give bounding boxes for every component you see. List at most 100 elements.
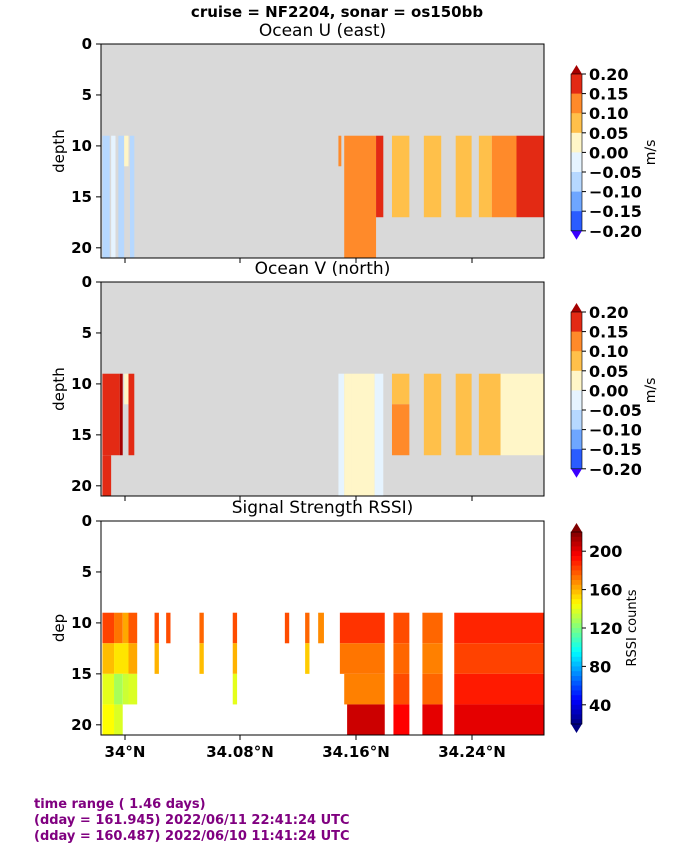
data-cell [376, 135, 384, 218]
colorbar-segment [571, 709, 582, 715]
data-cell [114, 643, 129, 674]
data-cell [102, 455, 112, 496]
colorbar-segment [571, 652, 582, 658]
data-cell [114, 673, 123, 705]
colorbar-tick-label: −0.05 [589, 163, 642, 182]
colorbar-segment [571, 637, 582, 643]
colorbar-label: RSSI counts [625, 589, 640, 666]
data-cell [114, 704, 123, 735]
colorbar-segment [571, 671, 582, 677]
axes-frame [100, 281, 545, 497]
colorbar-segment [571, 429, 582, 450]
colorbar-extend-min [571, 724, 582, 733]
data-cell [393, 673, 410, 705]
panel-title: Ocean U (east) [259, 21, 386, 41]
colorbar-tick-label: 0.10 [589, 342, 628, 361]
colorbar-tick-label: −0.20 [589, 460, 642, 479]
y-tick-label: 10 [71, 614, 92, 632]
colorbar-segment [571, 628, 582, 634]
colorbar-segment [571, 211, 582, 232]
colorbar-tick-label: 0.00 [589, 143, 628, 162]
data-cell [129, 135, 135, 258]
y-tick-label: 20 [71, 716, 92, 734]
data-cell [491, 135, 517, 218]
colorbar-tick-label: 0.05 [589, 124, 628, 143]
data-cell [102, 373, 120, 456]
data-cell [114, 612, 123, 644]
data-cell [454, 643, 544, 674]
time-range-label: time range ( 1.46 days) [34, 797, 206, 812]
data-cell [154, 612, 159, 644]
colorbar-tick-label: 120 [589, 619, 622, 638]
data-cell [154, 643, 159, 674]
data-cell [102, 643, 115, 674]
colorbar-tick-label: 200 [589, 542, 622, 561]
data-cell [339, 612, 385, 644]
data-cell [128, 373, 135, 456]
data-cell [128, 612, 138, 644]
data-cell [119, 373, 123, 456]
colorbar-tick-label: −0.15 [589, 202, 642, 221]
colorbar-tick-label: 0.20 [589, 65, 628, 84]
colorbar-segment [571, 312, 582, 333]
data-cell [102, 704, 115, 735]
panels: Ocean U (east)05101520depth0.200.150.100… [50, 21, 659, 761]
colorbar-segment [571, 647, 582, 653]
data-cell [454, 704, 544, 735]
colorbar-segment [571, 132, 582, 153]
colorbar-tick-label: 0.15 [589, 323, 628, 342]
y-tick-label: 10 [71, 375, 92, 393]
data-cell [124, 373, 129, 405]
data-cell [344, 373, 352, 496]
data-cell [454, 673, 544, 705]
data-cell [374, 373, 384, 496]
data-cell [500, 373, 544, 456]
data-cell [111, 135, 116, 258]
axes-frame [100, 43, 545, 259]
data-cell [199, 612, 204, 644]
data-cell [344, 135, 377, 258]
data-cell [391, 135, 410, 218]
data-cell [393, 643, 410, 674]
colorbar-segment [571, 680, 582, 687]
colorbar-segment [571, 93, 582, 114]
data-cell [393, 704, 410, 735]
colorbar-segment [571, 704, 582, 711]
plot-area [101, 282, 544, 496]
data-cell [454, 612, 544, 644]
data-cell [118, 135, 125, 258]
colorbar-segment [571, 172, 582, 193]
y-tick-label: 10 [71, 137, 92, 155]
data-cell [422, 612, 443, 644]
colorbar-segment [571, 575, 582, 581]
colorbar-extend-max [571, 65, 582, 74]
x-tick-label: 34.16°N [322, 743, 390, 761]
plot-area [101, 44, 544, 258]
y-tick-label: 20 [71, 239, 92, 257]
colorbar-segment [571, 690, 582, 696]
end-time-label: (dday = 161.945) 2022/06/11 22:41:24 UTC [34, 813, 350, 828]
y-tick-label: 5 [82, 563, 92, 581]
colorbar-extend-min [571, 230, 582, 240]
colorbar-segment [571, 74, 582, 95]
colorbar-segment [571, 191, 582, 212]
data-cell [455, 373, 472, 456]
colorbar-tick-label: 40 [589, 696, 611, 715]
data-cell [516, 135, 544, 218]
colorbar-segment [571, 719, 582, 725]
data-cell [422, 643, 443, 674]
colorbar-segment [571, 536, 582, 543]
colorbar-segment [571, 714, 582, 720]
x-tick-label: 34°N [105, 743, 146, 761]
colorbar-segment [571, 152, 582, 173]
colorbar-segment [571, 656, 582, 663]
data-cell [102, 612, 115, 644]
colorbar-segment [571, 599, 582, 605]
data-cell [423, 373, 442, 456]
colorbar-tick-label: 0.10 [589, 104, 628, 123]
colorbar-segment [571, 556, 582, 562]
data-cell [128, 643, 138, 674]
data-cell [455, 135, 472, 218]
data-cell [478, 373, 501, 456]
data-cell [124, 135, 129, 167]
